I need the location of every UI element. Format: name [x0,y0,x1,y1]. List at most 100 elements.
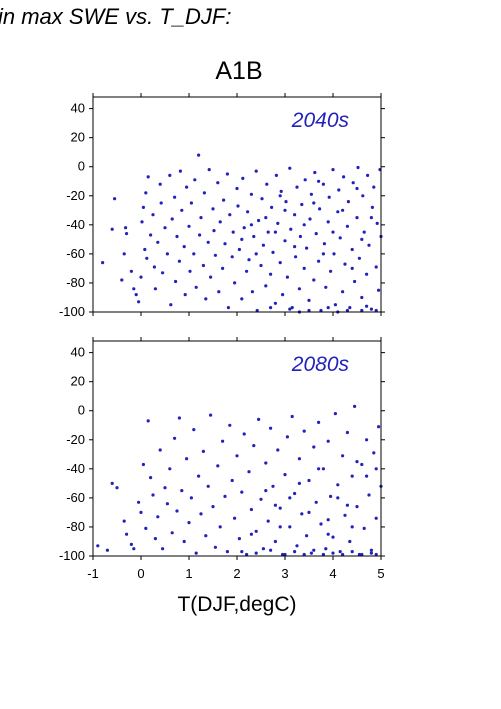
data-point [175,234,179,239]
data-point [308,217,312,221]
data-point [317,420,321,424]
data-point [161,271,165,275]
data-point [318,207,322,211]
data-point [261,243,265,247]
data-point [242,432,246,436]
data-point [307,510,311,514]
data-point [297,287,301,291]
data-point [293,213,297,217]
y-tick-label: 40 [71,101,85,116]
data-point [341,552,345,557]
data-point [369,551,373,555]
data-point [375,221,379,225]
data-point [276,448,280,452]
data-point [187,521,191,525]
data-point [168,467,172,471]
data-point [101,261,105,265]
data-point [290,306,294,310]
data-point [198,233,202,237]
data-point [259,497,263,501]
data-point [278,525,282,529]
data-point [235,186,239,191]
data-point [192,252,196,256]
data-point [302,266,306,270]
data-point [255,308,259,313]
data-point [170,217,174,221]
data-point [367,243,371,247]
data-point [302,223,306,227]
data-point [369,216,373,220]
data-point [174,279,178,284]
data-point [252,234,256,239]
data-point [350,247,354,252]
data-point [218,220,222,224]
data-point [165,502,169,506]
data-point [266,230,270,234]
data-point [233,516,237,520]
data-point [365,304,369,308]
data-point [218,525,222,529]
data-point [295,544,299,548]
data-point [189,496,193,500]
data-point [283,208,287,212]
data-point [284,200,288,204]
data-point [331,535,335,539]
data-point [307,478,311,483]
data-point [278,261,282,265]
y-tick-label: 20 [71,374,85,389]
data-point [271,250,275,254]
data-point [233,281,237,285]
data-point [317,179,321,183]
data-point [182,245,186,249]
data-point [216,464,220,468]
data-point [158,182,162,186]
data-point [324,547,328,551]
data-point [312,201,316,205]
data-point [187,224,191,228]
data-point [197,153,201,157]
data-point [257,218,261,223]
data-point [122,519,126,523]
data-point [319,522,323,526]
data-point [300,512,304,516]
data-point [223,242,227,246]
data-point [366,173,370,177]
data-point [333,303,337,307]
data-point [264,284,268,288]
data-point [312,445,316,449]
data-point [353,279,357,284]
data-point [140,220,144,224]
data-point [321,252,325,256]
data-point [110,481,114,485]
data-point [237,247,241,252]
data-point [225,172,229,176]
data-point [264,216,268,220]
data-point [231,230,235,234]
data-point [374,265,378,269]
data-point [297,457,301,461]
data-point [305,534,309,538]
data-point [144,526,148,531]
data-point [293,491,297,496]
data-point [161,547,165,551]
y-tick-label: 0 [78,159,85,174]
data-point [360,462,364,467]
data-point [289,227,293,231]
data-point [145,256,149,260]
data-point [321,467,325,471]
data-point [163,486,167,490]
data-point [350,525,354,529]
data-point [250,290,254,294]
y-tick-label: -40 [66,217,85,232]
data-point [370,205,374,209]
data-point [132,287,136,291]
data-point [254,169,258,173]
data-point [245,269,249,273]
x-tick-label: -1 [87,566,99,581]
data-point [372,185,376,189]
data-point [345,308,349,313]
data-point [245,552,249,557]
data-point [170,531,174,535]
data-point [288,525,292,529]
data-point [321,552,325,557]
